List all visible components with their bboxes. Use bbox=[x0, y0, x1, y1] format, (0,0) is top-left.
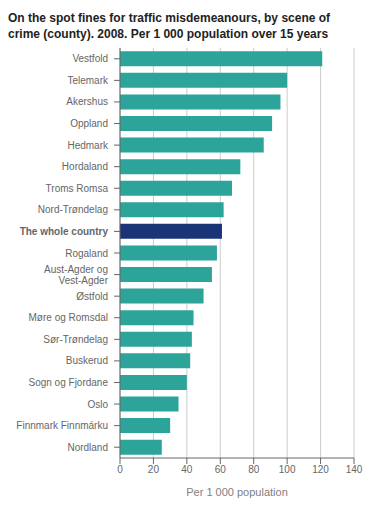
svg-text:Hordaland: Hordaland bbox=[62, 161, 108, 172]
svg-text:Sogn og Fjordane: Sogn og Fjordane bbox=[28, 377, 108, 388]
svg-text:Møre og Romsdal: Møre og Romsdal bbox=[29, 312, 108, 323]
svg-text:60: 60 bbox=[215, 464, 227, 475]
svg-text:100: 100 bbox=[279, 464, 296, 475]
svg-text:Buskerud: Buskerud bbox=[66, 355, 108, 366]
svg-text:Nordland: Nordland bbox=[67, 442, 108, 453]
svg-text:Sør-Trøndelag: Sør-Trøndelag bbox=[43, 334, 108, 345]
svg-text:Oslo: Oslo bbox=[87, 399, 108, 410]
svg-text:140: 140 bbox=[346, 464, 363, 475]
svg-text:40: 40 bbox=[181, 464, 193, 475]
svg-text:Hedmark: Hedmark bbox=[67, 140, 109, 151]
svg-text:The whole country: The whole country bbox=[20, 226, 109, 237]
svg-text:0: 0 bbox=[117, 464, 123, 475]
svg-text:Troms Romsa: Troms Romsa bbox=[46, 183, 109, 194]
svg-text:Vestfold: Vestfold bbox=[72, 53, 108, 64]
svg-text:Nord-Trøndelag: Nord-Trøndelag bbox=[38, 204, 108, 215]
svg-text:Oppland: Oppland bbox=[70, 118, 108, 129]
svg-text:Telemark: Telemark bbox=[67, 75, 109, 86]
svg-text:80: 80 bbox=[248, 464, 260, 475]
svg-text:120: 120 bbox=[312, 464, 329, 475]
svg-text:Akershus: Akershus bbox=[66, 96, 108, 107]
svg-text:20: 20 bbox=[148, 464, 160, 475]
svg-text:Aust-Agder ogVest-Agder: Aust-Agder ogVest-Agder bbox=[44, 264, 109, 286]
svg-text:Finnmark Finnmárku: Finnmark Finnmárku bbox=[16, 420, 108, 431]
svg-text:Per 1 000 population: Per 1 000 population bbox=[186, 486, 288, 498]
svg-text:Østfold: Østfold bbox=[76, 291, 108, 302]
html-text:On the spot fines for traffic: On the spot fines for traffic misdemeano… bbox=[8, 11, 331, 41]
svg-text:Rogaland: Rogaland bbox=[65, 248, 108, 259]
